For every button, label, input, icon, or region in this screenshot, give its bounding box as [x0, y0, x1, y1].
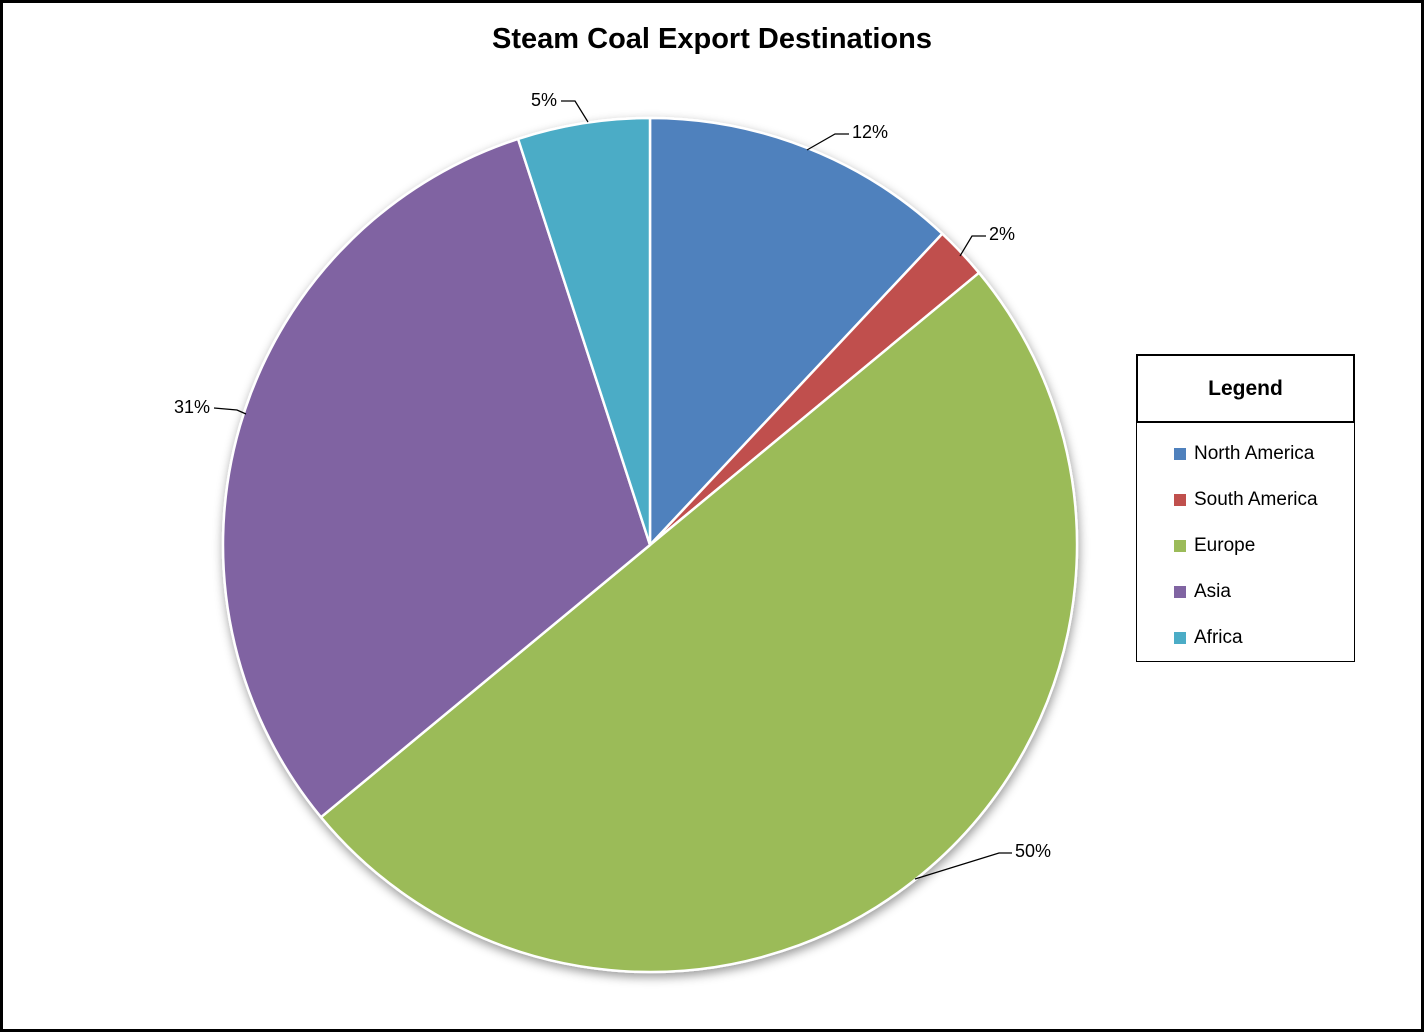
legend-item-label: South America: [1194, 489, 1318, 510]
leader-line-asia: [213, 407, 247, 415]
chart-title: Steam Coal Export Destinations: [492, 23, 932, 55]
pie-slice-north-america[interactable]: [648, 116, 944, 547]
leader-line-north-america: [806, 133, 849, 151]
leader-line-europe: [914, 852, 1012, 880]
legend-items-box: North America South America Europe Asia Afri…: [1136, 423, 1355, 662]
legend-item-label: North America: [1194, 443, 1315, 464]
legend-swatch-asia: [1174, 586, 1186, 598]
data-label-europe: 50%: [1015, 841, 1051, 861]
legend-item-asia[interactable]: Asia: [1137, 569, 1354, 615]
legend-item-north-america[interactable]: North America: [1137, 431, 1354, 477]
legend-swatch-south-america: [1174, 494, 1186, 506]
data-label-asia: 31%: [174, 397, 210, 417]
data-label-north-america: 12%: [852, 122, 888, 142]
legend-item-africa[interactable]: Africa: [1137, 615, 1354, 661]
pie-chart: 12% 2% 50% 31% 5%: [174, 90, 1079, 974]
data-label-south-america: 2%: [989, 224, 1015, 244]
pie-slice-europe[interactable]: [319, 271, 1079, 974]
pie-slice-asia[interactable]: [221, 137, 652, 819]
data-label-africa: 5%: [531, 90, 557, 110]
legend-item-label: Africa: [1194, 627, 1243, 648]
leader-line-africa: [561, 100, 589, 123]
legend-item-label: Europe: [1194, 535, 1256, 556]
legend-swatch-north-america: [1174, 448, 1186, 460]
pie-slice-africa[interactable]: [516, 116, 652, 547]
legend-swatch-europe: [1174, 540, 1186, 552]
legend-item-label: Asia: [1194, 581, 1231, 602]
legend-swatch-africa: [1174, 632, 1186, 644]
legend-item-south-america[interactable]: South America: [1137, 477, 1354, 523]
leader-line-south-america: [959, 235, 986, 257]
legend-item-europe[interactable]: Europe: [1137, 523, 1354, 569]
legend-title: Legend: [1136, 354, 1355, 423]
legend: Legend North America South America Europe A…: [1136, 354, 1355, 662]
